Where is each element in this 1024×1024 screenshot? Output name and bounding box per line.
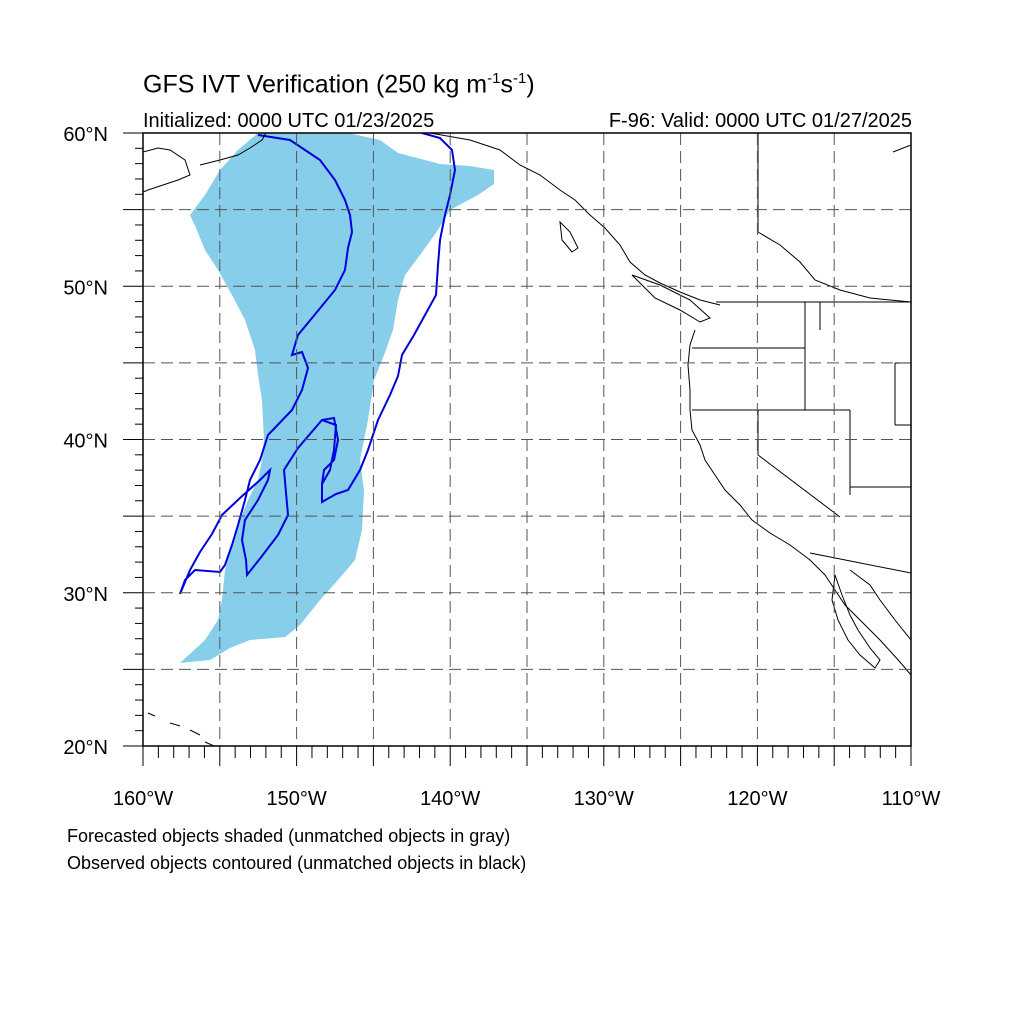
valid-label: F-96: Valid: 0000 UTC 01/27/2025	[608, 110, 912, 132]
lon-label: 110°W	[882, 788, 941, 810]
vancouver-island	[631, 274, 711, 323]
alaska-coast	[143, 147, 191, 193]
initialized-label: Initialized: 0000 UTC 01/23/2025	[143, 110, 435, 132]
lon-label: 150°W	[266, 788, 326, 810]
lat-label: 20°N	[63, 737, 108, 759]
lat-label: 50°N	[63, 277, 108, 299]
observed-note: Observed objects contoured (unmatched ob…	[67, 853, 527, 873]
nevada-diag	[757, 454, 841, 518]
mexico-border	[809, 552, 911, 574]
lat-label: 30°N	[63, 584, 108, 606]
chart-title: GFS IVT Verification (250 kg m-1s-1)	[143, 70, 535, 99]
baja-peninsula	[831, 574, 881, 669]
map-grid	[143, 133, 911, 746]
forecast-note: Forecasted objects shaded (unmatched obj…	[67, 826, 511, 846]
axis-labels: 60°N 50°N 40°N 30°N 20°N 160°W 150°W 140°W 130°W…	[63, 124, 940, 810]
haida-gwaii	[559, 220, 579, 253]
alaska-coast-2	[199, 133, 267, 166]
observed-contour-inner	[321, 416, 340, 485]
lon-label: 140°W	[420, 788, 480, 810]
lat-label: 40°N	[63, 431, 108, 453]
observed-contours	[179, 133, 457, 595]
lat-label: 60°N	[63, 124, 108, 146]
axis-ticks	[123, 132, 912, 766]
us-west-coast	[687, 329, 911, 676]
forecast-object	[180, 133, 494, 663]
mexico-coast	[849, 569, 911, 641]
observed-contour-main	[179, 133, 457, 595]
lon-label: 120°W	[727, 788, 787, 810]
alaska-southeast-coast	[429, 133, 721, 306]
lon-label: 160°W	[113, 788, 173, 810]
hawaii-islands	[147, 712, 215, 746]
bc-alberta-2	[757, 231, 911, 303]
coastlines	[143, 133, 911, 746]
lon-label: 130°W	[574, 788, 634, 810]
nw-territories	[892, 144, 911, 153]
